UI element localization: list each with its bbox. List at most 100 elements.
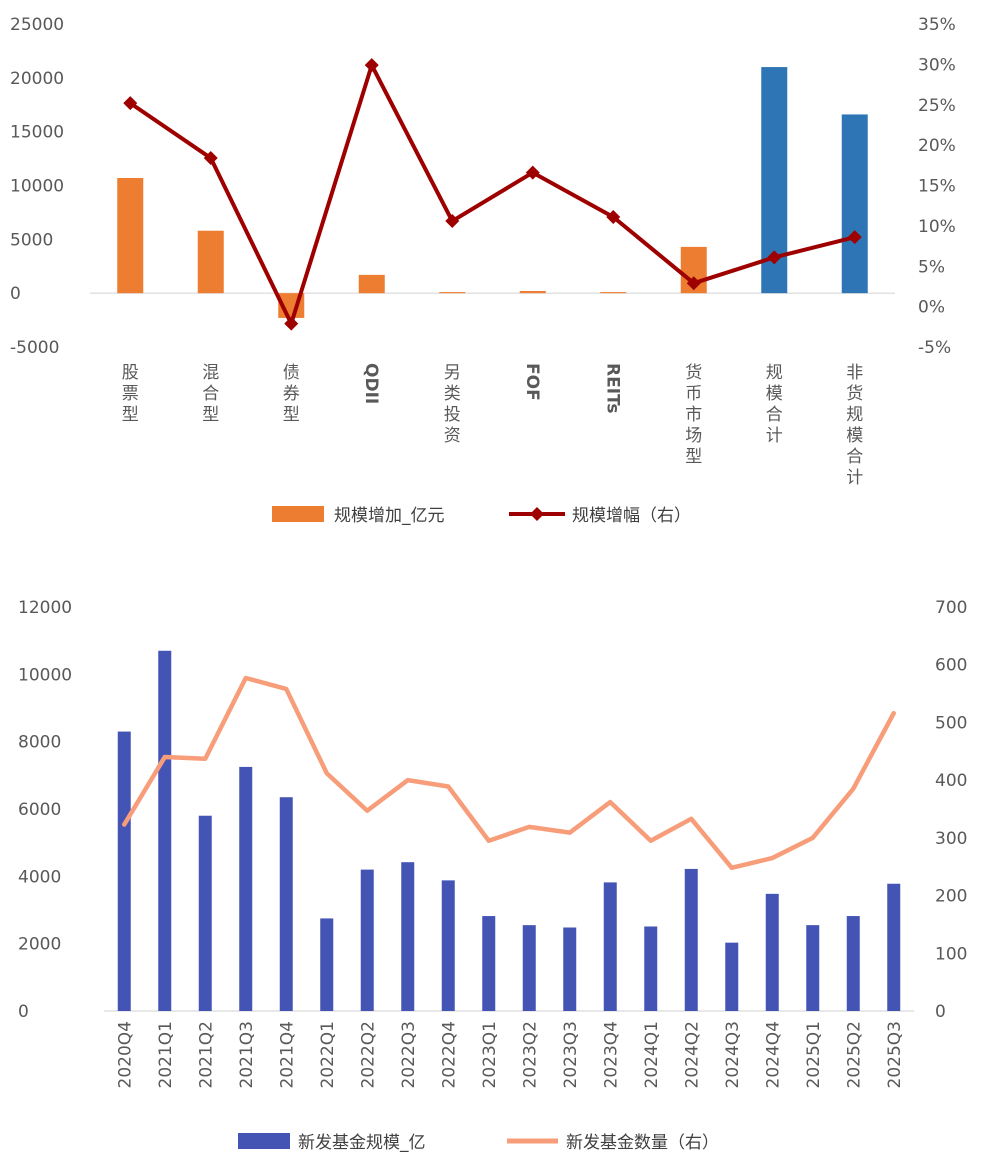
left-axis-tick: 12000 — [18, 598, 72, 618]
right-axis-tick: 500 — [935, 713, 967, 733]
left-axis-tick: 0 — [10, 284, 21, 304]
category-label: 债券型 — [283, 363, 300, 425]
bar-2025Q1 — [806, 925, 820, 1011]
left-axis-tick: 20000 — [10, 69, 64, 89]
bar-2022Q3 — [401, 862, 415, 1011]
category-label: 2021Q2 — [196, 1021, 216, 1088]
bar-2024Q3 — [725, 942, 739, 1011]
legend-label-line: 新发基金数量（右） — [566, 1133, 719, 1153]
category-label: 2021Q1 — [156, 1021, 176, 1088]
growth-point-FOF — [525, 165, 540, 180]
left-axis-tick: 0 — [18, 1002, 29, 1022]
growth-point-混合型 — [203, 151, 218, 166]
right-axis-tick: 20% — [918, 136, 956, 156]
growth-point-REITs — [606, 209, 621, 224]
category-label: 2025Q2 — [844, 1021, 864, 1088]
bar-股票型 — [117, 177, 144, 294]
right-axis-tick: 400 — [935, 771, 967, 791]
growth-point-另类投资 — [445, 214, 460, 229]
category-label: 2020Q4 — [115, 1021, 135, 1088]
bar-2024Q4 — [765, 893, 779, 1011]
category-label: 2023Q1 — [480, 1021, 500, 1088]
issuance-count-line — [122, 675, 896, 871]
category-label: 2022Q1 — [318, 1021, 338, 1088]
category-label: 2025Q3 — [885, 1021, 905, 1088]
right-axis-tick: 0 — [935, 1002, 946, 1022]
legend-label-line: 规模增幅（右） — [572, 506, 691, 526]
left-axis-tick: 10000 — [18, 665, 72, 685]
bar-2025Q2 — [846, 916, 860, 1011]
growth-point-规模合计 — [767, 250, 782, 265]
right-axis-tick: 15% — [918, 177, 956, 197]
category-label: 2024Q2 — [682, 1021, 702, 1088]
category-label: 2024Q4 — [763, 1021, 783, 1088]
category-label: 2021Q3 — [237, 1021, 257, 1088]
bar-2023Q2 — [522, 925, 536, 1011]
bar-2023Q4 — [603, 882, 617, 1011]
growth-point-货币市场型 — [686, 276, 701, 291]
bar-2022Q1 — [320, 918, 334, 1011]
bar-2021Q3 — [239, 766, 253, 1011]
left-axis-tick: 2000 — [18, 935, 61, 955]
category-label: REITs — [602, 363, 622, 414]
bar-2024Q2 — [684, 868, 698, 1011]
left-axis-tick: 25000 — [10, 15, 64, 35]
bar-2021Q1 — [158, 650, 172, 1011]
category-label: 混合型 — [202, 363, 219, 425]
right-axis-tick: 35% — [918, 15, 956, 35]
right-axis-tick: -5% — [918, 338, 951, 358]
left-axis-tick: 4000 — [18, 867, 61, 887]
category-label: 2021Q4 — [277, 1021, 297, 1088]
bar-2023Q3 — [563, 927, 577, 1011]
right-axis-tick: 25% — [918, 96, 956, 116]
growth-point-QDII — [364, 58, 379, 73]
category-label: 2022Q3 — [399, 1021, 419, 1088]
left-axis-tick: -5000 — [10, 338, 59, 358]
bar-2024Q1 — [644, 926, 658, 1011]
category-label: 2022Q2 — [358, 1021, 378, 1088]
bar-2023Q1 — [482, 916, 496, 1011]
left-axis-tick: 8000 — [18, 733, 61, 753]
legend-swatch-bar — [272, 506, 324, 522]
right-axis-tick: 700 — [935, 598, 967, 618]
category-label: 2023Q4 — [601, 1021, 621, 1088]
legend-label-bar: 规模增加_亿元 — [334, 506, 445, 526]
growth-point-债券型 — [284, 316, 299, 331]
category-label: 另类投资 — [444, 363, 461, 446]
legend-marker-line — [530, 507, 544, 521]
category-label: 2022Q4 — [439, 1021, 459, 1088]
category-label: 2025Q1 — [804, 1021, 824, 1088]
bar-2022Q2 — [360, 869, 374, 1011]
right-axis-tick: 100 — [935, 944, 967, 964]
category-label: 2024Q3 — [723, 1021, 743, 1088]
right-axis-tick: 10% — [918, 217, 956, 237]
category-label: 非货规模合计 — [846, 363, 863, 488]
category-label: 2024Q1 — [642, 1021, 662, 1088]
bar-2025Q3 — [887, 883, 901, 1011]
bar-非货规模合计 — [841, 114, 868, 294]
right-axis-tick: 200 — [935, 887, 967, 907]
right-axis-tick: 600 — [935, 656, 967, 676]
bar-REITs — [600, 292, 627, 294]
legend-label-bar: 新发基金规模_亿 — [298, 1133, 426, 1153]
fund-scale-change-chart: 25000 20000 15000 10000 5000 0 -5000 35% 30% 25% 2… — [10, 15, 956, 526]
category-label: FOF — [522, 363, 542, 401]
bar-2021Q2 — [198, 815, 212, 1011]
right-axis-tick: 300 — [935, 829, 967, 849]
category-label: 货币市场型 — [685, 363, 702, 467]
category-label: 2023Q3 — [561, 1021, 581, 1088]
bar-另类投资 — [439, 292, 466, 294]
category-label: 2023Q2 — [520, 1021, 540, 1088]
bar-FOF — [519, 291, 546, 294]
bar-2021Q4 — [279, 797, 293, 1011]
category-label: QDII — [361, 363, 381, 404]
right-axis-tick: 5% — [918, 257, 945, 277]
legend-swatch-bar — [238, 1133, 290, 1149]
left-axis-tick: 15000 — [10, 123, 64, 143]
bar-2020Q4 — [117, 731, 131, 1011]
category-label: 股票型 — [122, 363, 139, 425]
growth-point-非货规模合计 — [847, 230, 862, 245]
bar-QDII — [358, 274, 385, 294]
left-axis-tick: 10000 — [10, 177, 64, 197]
